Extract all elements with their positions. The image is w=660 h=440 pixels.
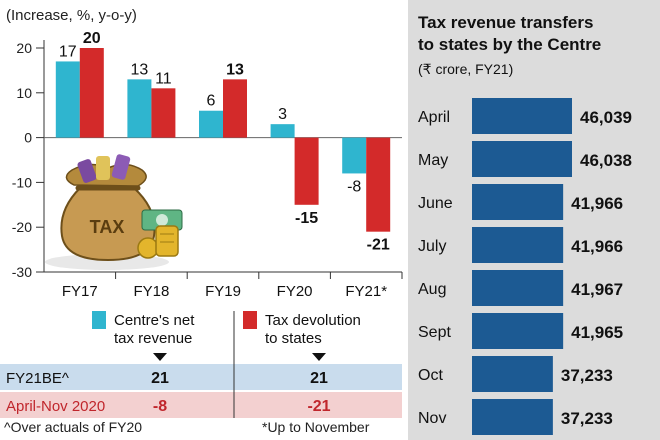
legend-label-devolution-line1: Tax devolution xyxy=(265,312,361,329)
left-chart-bars xyxy=(55,48,391,232)
money-bag-icon: TAX xyxy=(45,154,183,270)
x-tick-label: FY20 xyxy=(277,283,313,300)
bar-devolution xyxy=(366,137,391,232)
summary-row-label: April-Nov 2020 xyxy=(6,398,105,415)
bar-value-label: -21 xyxy=(367,237,390,254)
month-value-label: 41,966 xyxy=(571,194,623,213)
month-bar xyxy=(472,141,572,177)
x-tick-label: FY17 xyxy=(62,283,98,300)
y-tick-label: 20 xyxy=(16,40,32,56)
bag-tax-text: TAX xyxy=(90,217,125,237)
y-tick-label: 0 xyxy=(24,130,32,146)
legend-label-devolution-line2: to states xyxy=(265,330,322,347)
left-chart-axes: 20 10 0 -10 -20 -30 FY17 FY18 FY19 FY20 FY21* xyxy=(12,40,403,300)
summary-row-net-value: 21 xyxy=(151,370,169,387)
bar-value-label: 17 xyxy=(59,43,77,60)
month-label: Sept xyxy=(418,324,451,341)
month-label: Nov xyxy=(418,410,446,427)
legend-label-net-line1: Centre's net xyxy=(114,312,195,329)
month-value-label: 37,233 xyxy=(561,409,613,428)
unit-label: (Increase, %, y-o-y) xyxy=(6,7,137,24)
month-bar xyxy=(472,313,564,349)
month-value-label: 41,967 xyxy=(571,280,623,299)
month-label: April xyxy=(418,109,450,126)
bar-value-label: 13 xyxy=(226,61,244,78)
legend-swatch-net xyxy=(92,311,106,329)
legend-swatch-devolution xyxy=(243,311,257,329)
summary-row-label: FY21BE^ xyxy=(6,370,69,387)
footnote-right: *Up to November xyxy=(262,419,370,435)
month-bar xyxy=(472,356,553,392)
summary-row-background xyxy=(0,392,402,418)
summary-table: FY21BE^ 21 21 April-Nov 2020 -8 -21 xyxy=(0,364,402,418)
x-tick-label: FY21* xyxy=(345,283,387,300)
month-value-label: 37,233 xyxy=(561,366,613,385)
bar-value-label: 6 xyxy=(207,93,216,110)
x-tick-label: FY18 xyxy=(133,283,169,300)
y-tick-label: 10 xyxy=(16,85,32,101)
summary-row-devolution-value: 21 xyxy=(310,370,328,387)
bar-devolution xyxy=(79,48,104,138)
month-value-label: 41,966 xyxy=(571,237,623,256)
arrow-down-icon-devolution xyxy=(312,353,326,361)
month-value-label: 46,038 xyxy=(580,151,632,170)
bar-devolution xyxy=(151,88,176,138)
legend-label-net-line2: tax revenue xyxy=(114,330,192,347)
bar-value-label: 20 xyxy=(83,30,101,47)
bar-net xyxy=(342,137,367,174)
bar-value-label: 3 xyxy=(278,106,287,123)
bar-value-label: -8 xyxy=(347,178,361,195)
right-title-line2: to states by the Centre xyxy=(418,35,601,54)
month-bar xyxy=(472,184,564,220)
summary-row-devolution-value: -21 xyxy=(307,398,330,415)
summary-row-background xyxy=(0,364,402,390)
right-subtitle: (₹ crore, FY21) xyxy=(418,61,513,77)
bar-net xyxy=(55,61,80,138)
month-bar xyxy=(472,270,564,306)
month-label: Aug xyxy=(418,281,446,298)
right-chart-bars: April 46,039 May 46,038 June 41,966 July 41,966… xyxy=(418,98,632,435)
month-label: June xyxy=(418,195,453,212)
bar-net xyxy=(270,124,295,138)
bar-value-label: 11 xyxy=(155,70,172,87)
month-bar xyxy=(472,227,564,263)
y-tick-label: -20 xyxy=(12,219,32,235)
x-tick-label: FY19 xyxy=(205,283,241,300)
y-tick-label: -10 xyxy=(12,174,32,190)
bar-value-label: 13 xyxy=(131,61,149,78)
y-tick-label: -30 xyxy=(12,264,32,280)
month-label: May xyxy=(418,152,448,169)
summary-row-net-value: -8 xyxy=(153,398,167,415)
left-chart-value-labels: 17 20 13 11 6 13 3 -15 -8 -21 xyxy=(59,30,390,254)
month-bar xyxy=(472,399,553,435)
month-label: Oct xyxy=(418,367,443,384)
footnote-left: ^Over actuals of FY20 xyxy=(4,419,142,435)
month-value-label: 46,039 xyxy=(580,108,632,127)
month-value-label: 41,965 xyxy=(571,323,623,342)
right-title-line1: Tax revenue transfers xyxy=(418,13,593,32)
arrow-down-icon-net xyxy=(153,353,167,361)
month-label: July xyxy=(418,238,446,255)
bar-devolution xyxy=(223,79,247,138)
bar-net xyxy=(199,110,223,138)
bar-net xyxy=(127,79,152,138)
bar-devolution xyxy=(294,137,319,205)
month-bar xyxy=(472,98,572,134)
bar-value-label: -15 xyxy=(295,210,318,227)
